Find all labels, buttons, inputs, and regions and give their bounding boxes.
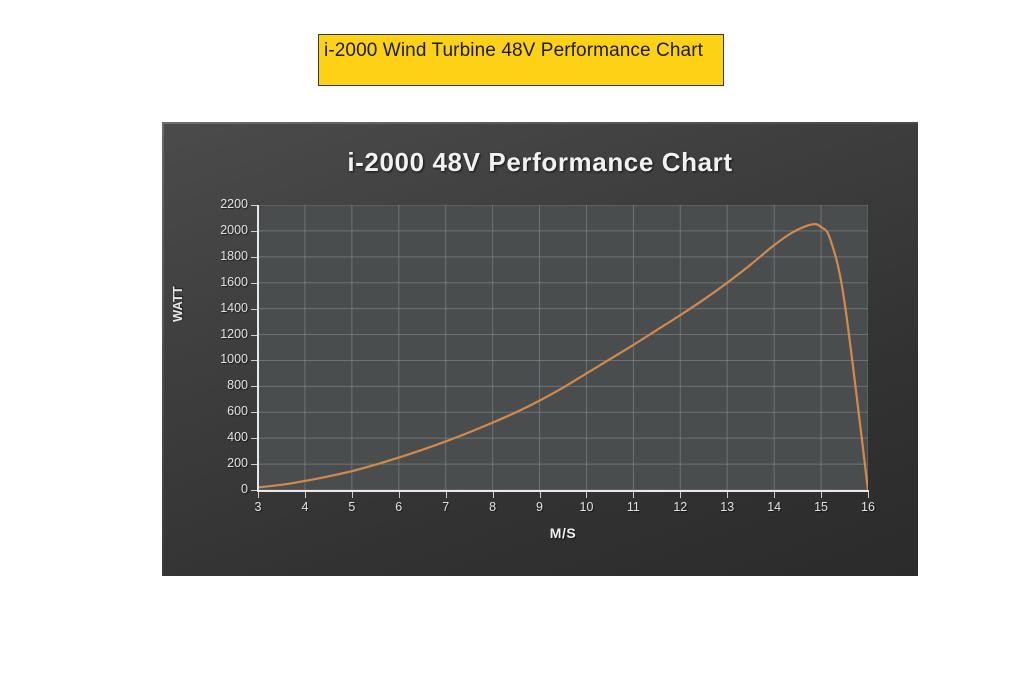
x-tick-mark — [445, 492, 447, 498]
x-tick-mark — [304, 492, 306, 498]
y-axis-line — [257, 205, 259, 491]
x-tick-mark — [774, 492, 776, 498]
plot-area — [258, 205, 868, 490]
y-axis-title: WATT — [170, 286, 185, 322]
page-title-banner: i-2000 Wind Turbine 48V Performance Char… — [318, 34, 724, 86]
y-tick-mark — [251, 490, 257, 491]
x-tick-mark — [633, 492, 635, 498]
x-tick-label: 6 — [395, 500, 403, 514]
y-tick-mark — [251, 308, 257, 310]
y-tick-mark — [251, 412, 257, 414]
x-tick-mark — [539, 492, 541, 498]
x-tick-label: 13 — [720, 500, 735, 514]
x-tick-mark — [727, 492, 729, 498]
x-tick-label: 3 — [254, 500, 262, 514]
x-tick-mark — [351, 492, 353, 498]
y-tick-mark — [251, 386, 257, 388]
x-tick-mark — [868, 492, 869, 498]
chart-title: i-2000 48V Performance Chart — [347, 147, 733, 177]
x-tick-label: 8 — [489, 500, 497, 514]
y-tick-mark — [251, 230, 257, 232]
x-tick-label: 7 — [442, 500, 450, 514]
y-tick-mark — [251, 334, 257, 336]
y-tick-mark — [251, 205, 257, 206]
x-tick-label: 16 — [861, 500, 875, 514]
x-tick-mark — [258, 492, 259, 498]
x-tick-mark — [398, 492, 400, 498]
y-tick-label: 1000 — [220, 352, 248, 367]
x-tick-label: 10 — [579, 500, 594, 514]
page-title: i-2000 Wind Turbine 48V Performance Char… — [324, 40, 704, 61]
y-tick-label: 400 — [227, 430, 248, 445]
x-tick-mark — [586, 492, 588, 498]
y-tick-mark — [251, 282, 257, 284]
x-tick-label: 11 — [626, 500, 640, 514]
chart-panel: i-2000 48V Performance Chart 0 200 400 600 8… — [162, 122, 918, 576]
x-tick-label: 4 — [301, 500, 309, 514]
x-tick-mark — [821, 492, 823, 498]
chart-gridlines — [258, 205, 868, 490]
y-tick-label: 800 — [227, 378, 248, 393]
y-tick-label: 2000 — [220, 222, 248, 237]
y-tick-label: 1600 — [220, 274, 248, 289]
y-tick-label: 2200 — [220, 197, 248, 211]
y-tick-label: 200 — [227, 456, 248, 471]
y-tick-label: 1200 — [220, 326, 248, 341]
y-tick-label: 0 — [241, 482, 248, 496]
y-tick-mark — [251, 464, 257, 466]
chart-series-line — [258, 223, 868, 490]
y-tick-mark — [251, 256, 257, 258]
y-tick-label: 1400 — [220, 300, 248, 315]
y-tick-mark — [251, 438, 257, 440]
x-tick-mark — [492, 492, 494, 498]
x-tick-label: 12 — [673, 500, 688, 514]
x-tick-label: 5 — [348, 500, 356, 514]
y-tick-label: 1800 — [220, 248, 248, 263]
x-axis-title: M/S — [549, 525, 577, 541]
x-tick-mark — [680, 492, 682, 498]
y-tick-label: 600 — [227, 404, 248, 419]
x-tick-label: 15 — [814, 500, 829, 514]
y-tick-mark — [251, 360, 257, 362]
x-tick-label: 9 — [536, 500, 543, 514]
x-tick-label: 14 — [767, 500, 782, 514]
x-axis-line — [257, 490, 869, 492]
